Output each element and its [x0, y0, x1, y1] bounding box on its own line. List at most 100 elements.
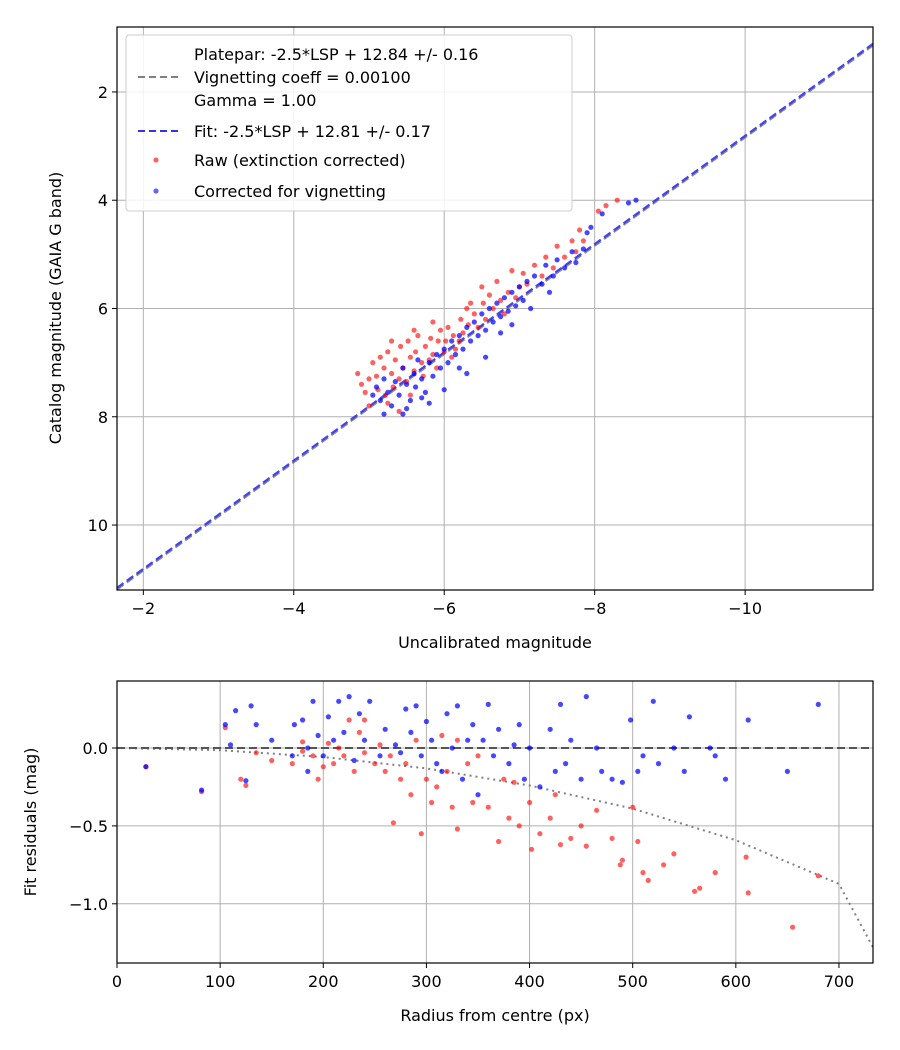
- residuals-raw-point: [568, 835, 574, 842]
- residuals-corrected-point: [377, 753, 383, 759]
- calibration-corrected-point: [404, 406, 410, 412]
- residuals-corrected-point: [253, 722, 259, 728]
- calibration-corrected-point: [584, 230, 590, 236]
- calibration-corrected-point: [449, 338, 455, 344]
- calibration-raw-point: [554, 243, 560, 249]
- residuals-raw-point: [341, 753, 347, 759]
- residuals-y-tick-label: −0.5: [69, 817, 108, 836]
- residuals-x-tick-label: 200: [308, 972, 339, 991]
- calibration-corrected-point: [389, 403, 395, 409]
- residuals-raw-point: [661, 862, 667, 868]
- residuals-corrected-point: [722, 776, 729, 782]
- calibration-raw-point: [486, 292, 492, 298]
- residuals-raw-point: [547, 815, 553, 821]
- legend: Platepar: -2.5*LSP + 12.84 +/- 0.16 Vign…: [125, 34, 573, 212]
- calibration-corrected-point: [426, 360, 432, 366]
- residuals-corrected-point: [552, 768, 558, 775]
- calibration-raw-point: [494, 278, 500, 284]
- residuals-corrected-point: [305, 745, 311, 751]
- residuals-corrected-point: [490, 753, 497, 759]
- calibration-corrected-point: [456, 333, 462, 339]
- residuals-corrected-point: [341, 729, 347, 736]
- residuals-raw-point: [351, 768, 357, 775]
- calibration-y-tick-label: 8: [98, 408, 108, 427]
- calibration-raw-point: [460, 330, 466, 336]
- residuals-raw-point: [238, 776, 244, 782]
- residuals-corrected-point: [594, 745, 600, 751]
- residuals-corrected-point: [403, 706, 409, 712]
- calibration-raw-point: [377, 354, 383, 360]
- residuals-raw-point: [403, 761, 409, 767]
- residuals-x-tick-label: 700: [824, 972, 855, 991]
- residuals-raw-point: [377, 742, 383, 748]
- calibration-raw-point: [355, 370, 361, 377]
- residuals-x-tick-label: 300: [411, 972, 442, 991]
- residuals-corrected-point: [398, 750, 404, 756]
- residuals-x-tick-label: 500: [617, 972, 648, 991]
- calibration-corrected-point: [554, 257, 560, 263]
- residuals-raw-point: [635, 838, 641, 845]
- residuals-raw-point: [300, 739, 306, 745]
- calibration-raw-point: [498, 297, 504, 303]
- calibration-corrected-point: [543, 262, 549, 268]
- residuals-raw-point: [289, 761, 295, 767]
- residuals-corrected-point: [640, 753, 646, 759]
- residuals-y-tick-label: −1.0: [69, 895, 108, 914]
- vignetting-model-curve: [117, 747, 873, 948]
- residuals-x-tick-label: 0: [112, 972, 122, 991]
- residuals-raw-point: [372, 761, 378, 767]
- residuals-corrected-point: [289, 753, 295, 759]
- calibration-corrected-point: [475, 333, 481, 339]
- residuals-x-tick-label: 100: [205, 972, 236, 991]
- calibration-raw-point: [595, 208, 602, 214]
- legend-corrected-label: Corrected for vignetting: [194, 182, 386, 201]
- residuals-raw-point: [310, 753, 316, 759]
- residuals-plot: 0 100 200 300 400 500 600 700 0.0 −0.5 −1.0 Radius…: [21, 680, 874, 1025]
- calibration-corrected-point: [437, 365, 444, 371]
- calibration-corrected-point: [422, 389, 428, 395]
- calibration-raw-point: [569, 238, 575, 244]
- residuals-raw-point: [361, 750, 368, 756]
- residuals-corrected-point: [300, 717, 306, 723]
- calibration-raw-point: [370, 360, 376, 366]
- calibration-corrected-point: [400, 411, 406, 417]
- residuals-corrected-point: [392, 742, 399, 748]
- residuals-raw-point: [697, 885, 703, 891]
- calibration-corrected-point: [377, 397, 383, 404]
- calibration-raw-point: [513, 295, 519, 301]
- calibration-raw-point: [443, 338, 449, 344]
- calibration-raw-point: [405, 338, 411, 344]
- residuals-raw-point: [671, 851, 677, 857]
- residuals-corrected-point: [599, 768, 605, 775]
- calibration-raw-point: [398, 343, 404, 349]
- calibration-points: [355, 197, 639, 417]
- residuals-raw-point: [413, 737, 419, 743]
- residuals-corrected-point: [635, 768, 641, 775]
- calibration-raw-point: [543, 254, 549, 260]
- residuals-corrected-point: [449, 745, 455, 751]
- residuals-raw-point: [454, 737, 460, 743]
- residuals-raw-point: [475, 753, 481, 759]
- residuals-corrected-point: [429, 737, 435, 743]
- residuals-corrected-point: [475, 792, 481, 798]
- residuals-raw-point: [423, 776, 429, 782]
- residuals-raw-point: [537, 831, 543, 837]
- calibration-raw-point: [490, 305, 496, 312]
- calibration-raw-point: [389, 338, 395, 344]
- calibration-raw-point: [483, 316, 489, 322]
- calibration-corrected-point: [498, 330, 504, 336]
- calibration-raw-point: [413, 349, 419, 355]
- calibration-raw-point: [407, 354, 413, 360]
- residuals-corrected-point: [470, 722, 476, 728]
- calibration-corrected-point: [539, 281, 545, 287]
- residuals-raw-point: [583, 843, 589, 849]
- calibration-raw-point: [385, 400, 391, 406]
- calibration-corrected-point: [599, 211, 605, 217]
- residuals-reference-lines: [117, 746, 873, 948]
- residuals-corrected-point: [325, 714, 331, 720]
- calibration-x-tick-label: −6: [432, 599, 456, 618]
- calibration-raw-point: [366, 376, 372, 382]
- calibration-corrected-point: [509, 322, 515, 328]
- residuals-y-tick-label: 0.0: [83, 739, 108, 758]
- calibration-corrected-point: [445, 360, 451, 366]
